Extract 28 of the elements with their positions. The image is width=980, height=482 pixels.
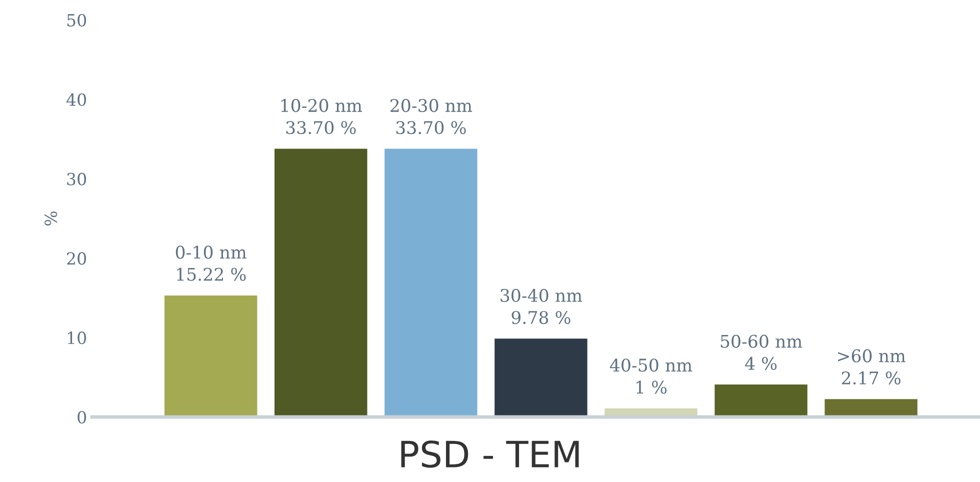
text: PSD - TEM (401, 440, 579, 468)
y-tick-label: 20 (67, 252, 86, 265)
data-label: 33.70 % (396, 121, 466, 134)
y-tick-label: 40 (66, 93, 86, 106)
x-tick-label: 40-50 nm (610, 358, 692, 372)
data-label: 2.17 % (842, 371, 900, 384)
data-label: 4 % (745, 356, 777, 370)
bar (274, 148, 368, 417)
x-tick-label: 0-10 nm (176, 246, 246, 259)
x-tick-label: 50-60 nm (720, 334, 802, 348)
x-tick-label: 30-40 nm (500, 288, 582, 302)
y-tick-label: 30 (67, 172, 86, 186)
data-label: 33.70 % (286, 121, 356, 134)
y-tick-label: 50 (67, 14, 86, 27)
bar (494, 338, 588, 417)
bar (164, 295, 258, 417)
y-tick-label: 0 (78, 410, 86, 424)
data-label: 9.78 % (512, 310, 570, 324)
y-axis-title: % (44, 212, 58, 226)
data-label: 1 % (636, 380, 667, 394)
data-label: 15.22 % (177, 268, 246, 281)
bar (384, 148, 478, 417)
x-tick-label: 10-20 nm (281, 98, 362, 112)
x-tick-label: 20-30 nm (390, 98, 472, 112)
bar (714, 384, 808, 417)
bar (824, 399, 918, 417)
x-tick-label: >60 nm (838, 349, 906, 362)
y-tick-label: 10 (68, 332, 86, 344)
